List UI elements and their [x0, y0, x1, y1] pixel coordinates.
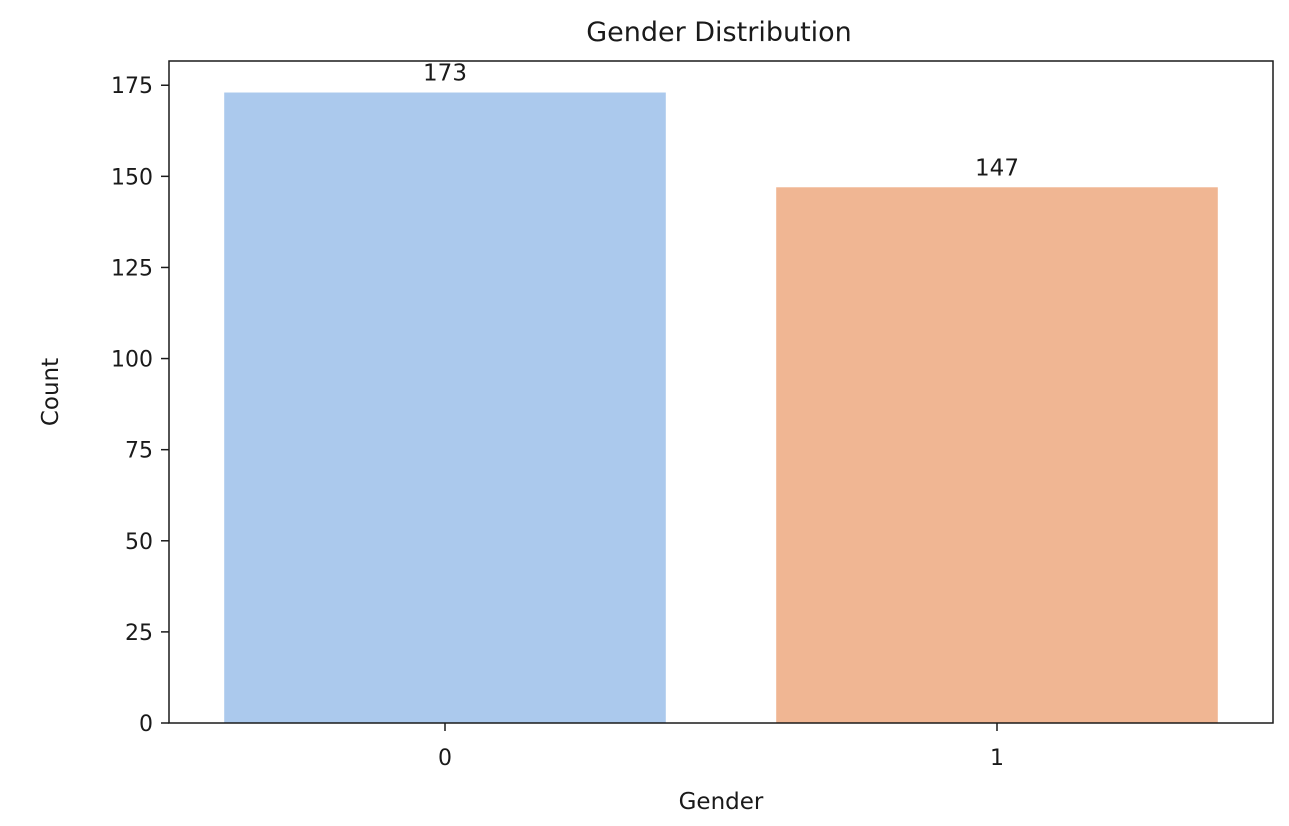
bar-labels-group: 173 147 [423, 61, 1019, 182]
y-tick-label-75: 75 [125, 439, 153, 464]
x-axis-label: Gender [679, 789, 764, 815]
x-tick-label-0: 0 [438, 746, 452, 771]
y-tick-label-0: 0 [139, 712, 153, 737]
bar-0 [224, 92, 666, 724]
bar-1 [776, 187, 1218, 723]
y-tick-label-150: 150 [111, 165, 153, 190]
y-tick-label-50: 50 [125, 530, 153, 555]
y-tick-label-100: 100 [111, 348, 153, 373]
chart-title: Gender Distribution [586, 17, 852, 48]
y-tick-label-25: 25 [125, 621, 153, 646]
bar-value-label-1: 147 [975, 155, 1019, 181]
y-axis: 0 25 50 75 100 125 150 175 [111, 74, 169, 737]
bars-group [224, 92, 1218, 724]
y-axis-label: Count [38, 358, 64, 426]
bar-value-label-0: 173 [423, 61, 467, 87]
plot-frame [168, 60, 1274, 724]
y-tick-label-175: 175 [111, 74, 153, 99]
x-tick-label-1: 1 [990, 746, 1004, 771]
y-tick-label-125: 125 [111, 256, 153, 281]
